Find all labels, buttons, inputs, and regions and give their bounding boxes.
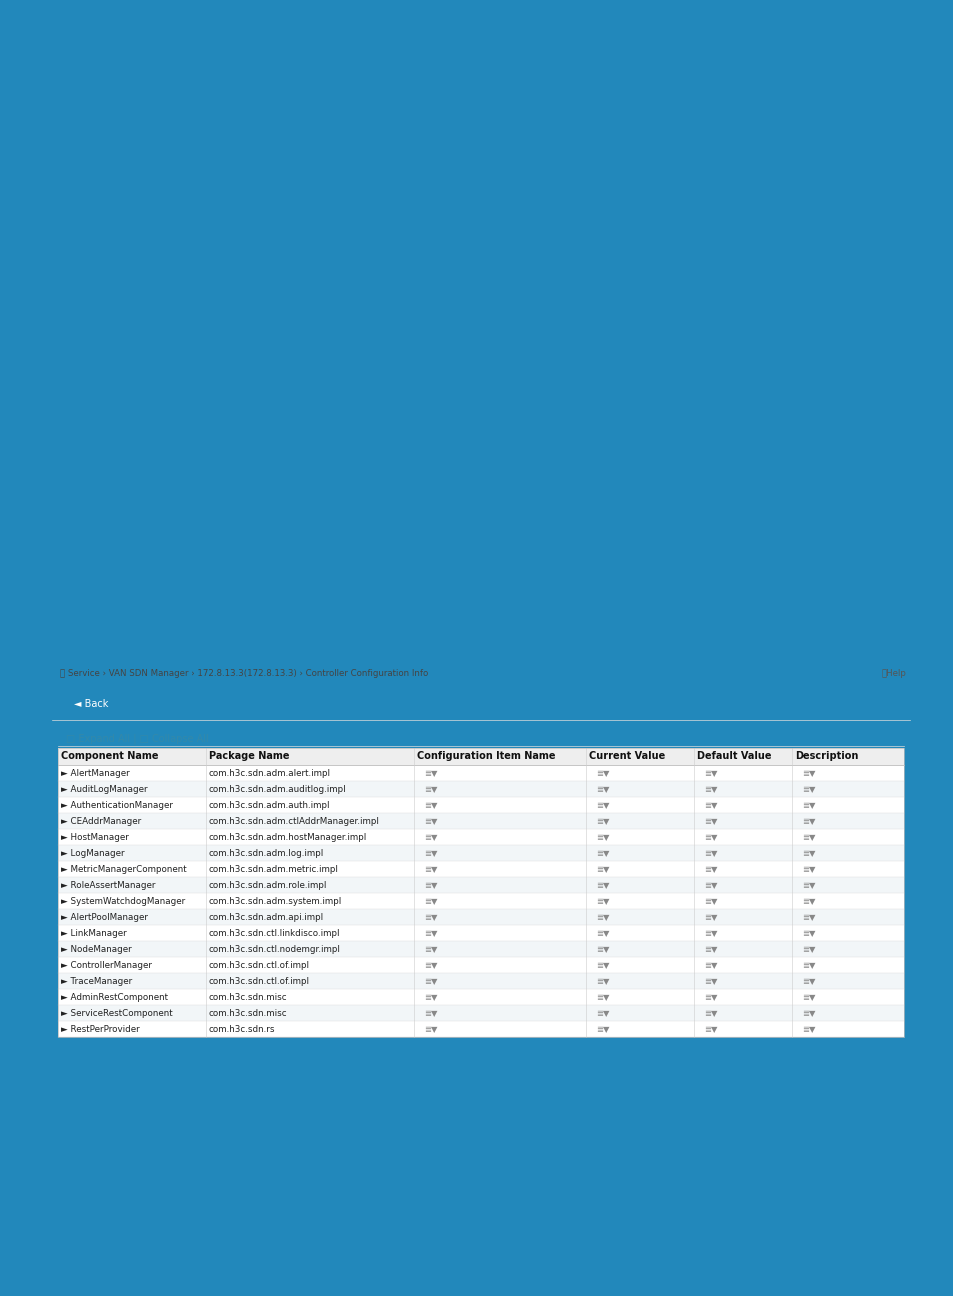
Text: Component Name: Component Name: [61, 750, 158, 761]
Text: ≣▼: ≣▼: [801, 816, 815, 826]
Text: ≣▼: ≣▼: [703, 1025, 717, 1034]
Text: Details: Details: [353, 420, 403, 433]
Text: ≣▼: ≣▼: [423, 849, 437, 858]
Text: ≣▼: ≣▼: [596, 912, 609, 921]
Text: ≣▼: ≣▼: [703, 785, 717, 794]
Text: Expand: Expand: [147, 597, 200, 610]
Text: com.h3c.sdn.adm.ctlAddrManager.impl: com.h3c.sdn.adm.ctlAddrManager.impl: [209, 816, 379, 826]
Text: Viewing configurations of a controller: Viewing configurations of a controller: [64, 201, 610, 229]
Text: com.h3c.sdn.adm.role.impl: com.h3c.sdn.adm.role.impl: [209, 881, 327, 890]
Text: Package Name: Package Name: [154, 391, 260, 404]
Bar: [58, 781, 903, 797]
Text: ► CEAddrManager: ► CEAddrManager: [61, 816, 141, 826]
Text: ≣▼: ≣▼: [703, 962, 717, 969]
Text: ≣▼: ≣▼: [703, 864, 717, 874]
Text: com.h3c.sdn.ctl.linkdisco.impl: com.h3c.sdn.ctl.linkdisco.impl: [209, 929, 340, 938]
Text: ≣▼: ≣▼: [596, 1010, 609, 1017]
Text: icon. Move the pointer over the icon to view the current: icon. Move the pointer over the icon to …: [335, 464, 696, 477]
Text: 2.: 2.: [68, 597, 82, 610]
Text: ► AlertPoolManager: ► AlertPoolManager: [61, 912, 148, 921]
Text: ≣▼: ≣▼: [423, 897, 437, 906]
Text: The page contains the following parameters:: The page contains the following paramete…: [118, 338, 405, 351]
Text: ≣▼: ≣▼: [801, 962, 815, 969]
Text: —Includes a: —Includes a: [220, 552, 301, 565]
Text: ≣▼: ≣▼: [703, 849, 717, 858]
Text: ≣▼: ≣▼: [423, 1025, 437, 1034]
Text: .: .: [152, 146, 156, 159]
Text: values of all configuration items the component includes.: values of all configuration items the co…: [154, 481, 523, 494]
Text: ► MetricManagerComponent: ► MetricManagerComponent: [61, 864, 187, 874]
Text: ≣▼: ≣▼: [596, 833, 609, 842]
Text: ≣▼: ≣▼: [596, 864, 609, 874]
Text: Details: Details: [282, 552, 333, 565]
Bar: [58, 813, 903, 829]
Text: ≣▼: ≣▼: [596, 1025, 609, 1034]
Text: ≣▼: ≣▼: [801, 864, 815, 874]
Text: ≣▼: ≣▼: [703, 897, 717, 906]
Text: ◄ Back: ◄ Back: [74, 699, 109, 709]
Text: Default Value: Default Value: [697, 750, 771, 761]
Text: ≣▼: ≣▼: [596, 785, 609, 794]
Bar: [52, 684, 909, 1042]
Text: ≣▼: ≣▼: [801, 785, 815, 794]
Text: com.h3c.sdn.adm.hostManager.impl: com.h3c.sdn.adm.hostManager.impl: [209, 833, 367, 842]
Text: Close: Close: [113, 146, 154, 159]
Text: □ Expand All | □ Collapse All: □ Expand All | □ Collapse All: [66, 734, 209, 744]
Text: ≣▼: ≣▼: [423, 962, 437, 969]
Text: Configuration Item Name: Configuration Item Name: [154, 420, 336, 433]
Bar: [58, 877, 903, 893]
Text: ≣▼: ≣▼: [596, 769, 609, 778]
Bar: [58, 1004, 903, 1021]
Text: the names of all configuration items that the component includes.: the names of all configuration items tha…: [154, 437, 579, 450]
Text: ≣▼: ≣▼: [801, 1010, 815, 1017]
Text: icon. Move the pointer over the icon to view: icon. Move the pointer over the icon to …: [394, 420, 679, 433]
Bar: [58, 956, 903, 973]
Text: Click: Click: [86, 146, 122, 159]
Text: ≣▼: ≣▼: [423, 977, 437, 986]
Text: —Includes a: —Includes a: [232, 508, 314, 521]
Text: ≣▼: ≣▼: [801, 993, 815, 1002]
Text: 📌 Service › VAN SDN Manager › 172.8.13.3(172.8.13.3) › Controller Configuration : 📌 Service › VAN SDN Manager › 172.8.13.3…: [60, 669, 428, 678]
Text: ≣▼: ≣▼: [596, 816, 609, 826]
Text: To view configurations of a controller:: To view configurations of a controller:: [118, 292, 358, 305]
Text: ► ControllerManager: ► ControllerManager: [61, 962, 152, 969]
Text: ≣▼: ≣▼: [423, 993, 437, 1002]
Bar: [58, 908, 903, 925]
Text: o: o: [138, 364, 145, 375]
Text: —Includes a: —Includes a: [232, 464, 314, 477]
Text: ≣▼: ≣▼: [801, 1025, 815, 1034]
Text: .: .: [740, 314, 744, 327]
Bar: [58, 748, 903, 765]
Text: com.h3c.sdn.adm.system.impl: com.h3c.sdn.adm.system.impl: [209, 897, 342, 906]
Bar: [52, 664, 909, 1042]
Text: Click the: Click the: [87, 597, 147, 610]
Text: com.h3c.sdn.rs: com.h3c.sdn.rs: [209, 1025, 275, 1034]
Text: ► AuthenticationManager: ► AuthenticationManager: [61, 801, 172, 810]
Bar: [58, 765, 903, 781]
Text: com.h3c.sdn.ctl.of.impl: com.h3c.sdn.ctl.of.impl: [209, 962, 310, 969]
Text: ≣▼: ≣▼: [596, 977, 609, 986]
Text: ≣▼: ≣▼: [596, 881, 609, 890]
Text: ► AdminRestComponent: ► AdminRestComponent: [61, 993, 168, 1002]
Text: o: o: [138, 464, 145, 474]
Text: ≣▼: ≣▼: [801, 912, 815, 921]
Text: ≣▼: ≣▼: [596, 897, 609, 906]
Text: ≣▼: ≣▼: [703, 833, 717, 842]
Text: com.h3c.sdn.ctl.nodemgr.impl: com.h3c.sdn.ctl.nodemgr.impl: [209, 945, 340, 954]
Text: ► HostManager: ► HostManager: [61, 833, 129, 842]
Text: com.h3c.sdn.adm.auth.impl: com.h3c.sdn.adm.auth.impl: [209, 801, 330, 810]
Text: ≣▼: ≣▼: [801, 881, 815, 890]
Text: —Displays the name of the program package for the component.: —Displays the name of the program packag…: [226, 391, 642, 404]
Text: com.h3c.sdn.adm.auditlog.impl: com.h3c.sdn.adm.auditlog.impl: [209, 785, 346, 794]
Text: —Variation trend of flow rate received and sent by the controller: —Variation trend of flow rate received a…: [354, 56, 766, 69]
Text: icon ► for a component to expand the list of all configuration items included in: icon ► for a component to expand the lis…: [193, 597, 701, 610]
Bar: [58, 989, 903, 1004]
Text: ≣▼: ≣▼: [703, 929, 717, 938]
Bar: [58, 1021, 903, 1037]
Text: ► SystemWatchdogManager: ► SystemWatchdogManager: [61, 897, 185, 906]
Text: o: o: [138, 420, 145, 430]
Text: Component Name: Component Name: [154, 364, 282, 377]
Text: ≣▼: ≣▼: [703, 993, 717, 1002]
Text: icon. Move the pointer over the icon to view the default: icon. Move the pointer over the icon to …: [335, 508, 695, 521]
